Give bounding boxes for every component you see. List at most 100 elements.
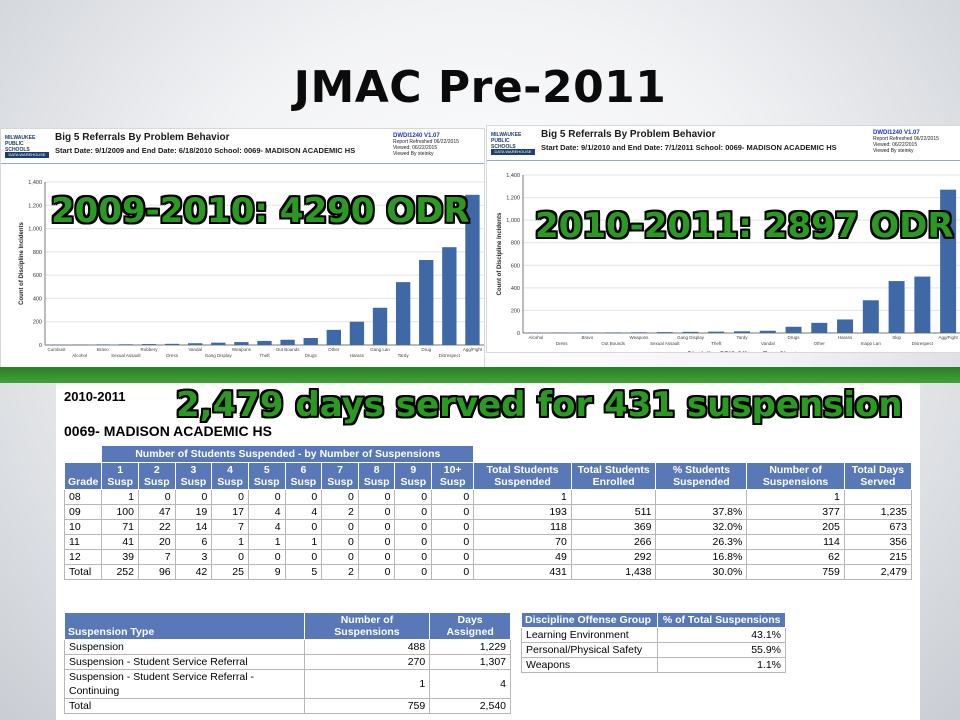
table-cell: 2,540 [429, 698, 511, 714]
table-cell: 0 [394, 564, 433, 580]
table-cell: 96 [138, 564, 176, 580]
y-tick-label: 0 [39, 343, 42, 349]
table-cell: 1 [211, 534, 249, 550]
table-cell: 0 [394, 549, 433, 565]
table-cell [843, 489, 913, 505]
logo-line2: PUBLIC SCHOOLS [5, 141, 30, 153]
table-cell [570, 489, 657, 505]
bar [234, 342, 249, 345]
table-cell: 511 [570, 504, 657, 520]
days-served-overlay: 2,479 days served for 431 suspension [176, 385, 903, 425]
x-tick-label: Bravo [97, 347, 109, 352]
report-meta-line: Report Refreshed 06/22/2015 [873, 136, 939, 142]
bar [862, 300, 879, 333]
bar [395, 282, 411, 345]
x-tick-label: Theft [711, 341, 722, 346]
bar [940, 189, 957, 333]
y-tick-label: 400 [511, 286, 520, 292]
x-tick-label: Theft [259, 353, 270, 358]
y-tick-label: 1,400 [28, 180, 42, 186]
table-cell: 7 [211, 519, 249, 535]
table-cell: 205 [746, 519, 845, 535]
mps-logo: MILWAUKEE PUBLIC SCHOOLS DATA WAREHOUSE [5, 135, 49, 158]
table-cell: Personal/Physical Safety [520, 642, 659, 658]
table-row: 08 1 0 0 0 0 0 0 0 0 0 1 1 [63, 489, 913, 505]
table-cell: 11 [63, 534, 103, 550]
bar [465, 194, 480, 345]
table-cell: 0 [321, 549, 359, 565]
x-tick-label: Drugs [788, 335, 801, 340]
table-cell: 0 [357, 504, 396, 520]
column-header: 4 Susp [211, 462, 249, 490]
table-cell: 0 [247, 489, 286, 505]
y-tick-label: 0 [517, 331, 520, 337]
x-tick-label: Tardy [736, 335, 748, 340]
table-cell: 41 [101, 534, 139, 550]
offense-group-table: Discipline Offense Group% of Total Suspe… [520, 612, 786, 673]
report-code: DWDI1240 V1.07 [393, 133, 440, 139]
table-cell: 7 [138, 549, 176, 565]
bar [372, 307, 388, 345]
y-tick-label: 1,400 [506, 173, 520, 179]
report-meta: DWDI1240 V1.07 Report Refreshed 06/22/20… [393, 133, 459, 157]
report-subtitle: Start Date: 9/1/2009 and End Date: 6/18/… [55, 146, 356, 155]
x-tick-label: Alcohol [528, 335, 543, 340]
column-header: 1 Susp [101, 462, 139, 490]
table-cell: 47 [138, 504, 176, 520]
table-cell: 0 [431, 504, 475, 520]
table-cell: 16.8% [655, 549, 748, 565]
bar [188, 343, 203, 345]
logo-line2: PUBLIC SCHOOLS [491, 138, 516, 150]
logo-line1: MILWAUKEE [5, 135, 36, 141]
column-header: Number of Suspensions [303, 612, 431, 640]
table-cell: 2,479 [843, 564, 913, 580]
table-cell: 1 [746, 489, 845, 505]
table-cell: 488 [303, 639, 431, 655]
table-row: 09 100 47 19 17 4 4 2 0 0 0 193 511 37.8% 377 1,235 [63, 504, 913, 520]
x-tick-label: Sexual Assault [111, 353, 141, 358]
x-tick-label: Harass [350, 353, 365, 358]
table-cell: 0 [431, 519, 475, 535]
report-meta-line: Viewed: 06/22/2015 [873, 142, 918, 148]
table-row: 11 41 20 6 1 1 1 0 0 0 0 70 266 26.3% 114 356 [63, 534, 913, 550]
table-cell: 2 [321, 564, 359, 580]
column-header: 5 Susp [247, 462, 286, 490]
table-cell: Learning Environment [520, 627, 659, 643]
table-cell: 0 [394, 489, 433, 505]
column-header: Suspension Type [64, 612, 305, 640]
table-cell: 37.8% [655, 504, 748, 520]
table-cell: 42 [174, 564, 213, 580]
column-header: Total Students Suspended [473, 462, 572, 490]
table-cell: 4 [284, 504, 323, 520]
table-cell: 100 [101, 504, 139, 520]
x-tick-label: Sexual Assault [650, 341, 680, 346]
x-tick-label: Other [328, 347, 340, 352]
table-cell: 19 [174, 504, 213, 520]
report-meta-line: Viewed By steinky [873, 148, 914, 154]
table-cell: 114 [746, 534, 845, 550]
table-cell: 26.3% [655, 534, 748, 550]
table-cell: 0 [321, 534, 359, 550]
x-tick-label: Bravo [582, 335, 594, 340]
y-tick-label: 800 [511, 241, 520, 247]
chart-left: 0 200 400 600 800 1,000 1,200 1,400 Count of Dis… [19, 180, 484, 358]
table-cell: 09 [63, 504, 103, 520]
column-header: Total Days Served [843, 462, 913, 490]
table-cell: 193 [473, 504, 572, 520]
bar [303, 338, 318, 345]
report-subtitle: Start Date: 9/1/2010 and End Date: 7/1/2… [541, 143, 837, 152]
report-meta-line: Viewed By steinky [393, 151, 434, 157]
table-row: Total 759 2,540 [64, 698, 511, 714]
bar [211, 342, 226, 345]
column-header: 8 Susp [357, 462, 396, 490]
table-cell: 0 [431, 564, 475, 580]
table-cell: 22 [138, 519, 176, 535]
bar [630, 332, 647, 333]
table-cell: 17 [211, 504, 249, 520]
table-cell: 1 [303, 669, 431, 699]
bar [811, 322, 828, 333]
suspension-report: 2010-2011 0069- MADISON ACADEMIC HS Numb… [56, 383, 920, 720]
x-tick-label: Vandal [188, 347, 202, 352]
odr-overlay-2010: 2010-2011: 2897 ODR [535, 206, 954, 246]
slide-title: JMAC Pre-2011 [293, 62, 667, 113]
